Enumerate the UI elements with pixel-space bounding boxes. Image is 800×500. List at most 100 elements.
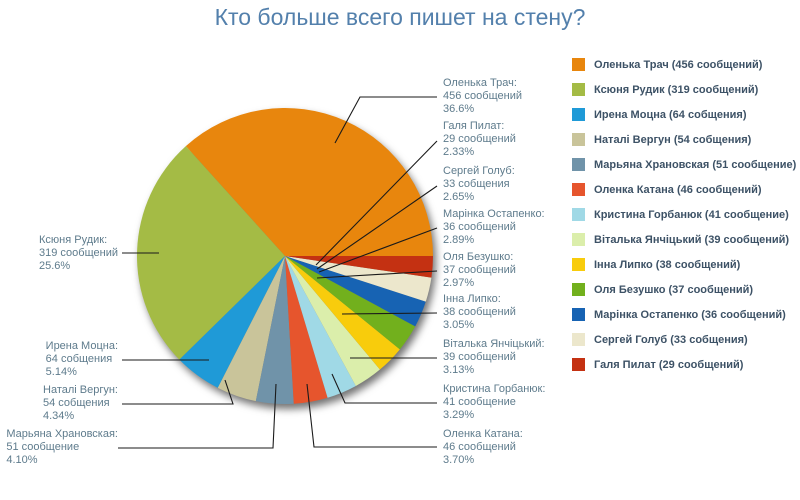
- callout-count: 51 сообщение: [6, 441, 80, 453]
- callout-label: Віталька Янчіцький: 39 сообщений 3.13%: [443, 338, 545, 377]
- leader-line: [122, 379, 234, 405]
- callout-name: Ксюня Рудик:: [39, 234, 108, 246]
- callout-label: Оленька Трач: 456 сообщений 36.6%: [443, 77, 522, 116]
- legend-item: Галя Пилат (29 сообщений): [572, 352, 798, 377]
- callout-count: 64 собщения: [45, 353, 113, 365]
- legend-swatch: [572, 283, 585, 296]
- callout-count: 37 сообщений: [443, 264, 516, 276]
- pie-slice[interactable]: [285, 256, 380, 386]
- legend-swatch: [572, 333, 585, 346]
- pie-slice[interactable]: [217, 256, 285, 402]
- leader-line: [316, 185, 438, 270]
- leader-lines: [118, 96, 438, 449]
- legend-swatch: [572, 133, 585, 146]
- pie-slice[interactable]: [285, 256, 356, 398]
- legend-label: Віталька Янчіцький (39 сообщений): [594, 233, 790, 246]
- legend-label: Ксюня Рудик (319 сообщений): [594, 83, 759, 96]
- legend-label: Оленька Трач (456 сообщений): [594, 58, 763, 71]
- legend-item: Інна Липко (38 сообщений): [572, 252, 798, 277]
- callout-count: 54 собщения: [43, 397, 110, 409]
- callout-label: Інна Липко: 38 сообщений 3.05%: [443, 293, 516, 332]
- callout-percent: 2.89%: [443, 234, 475, 246]
- legend-item: Марінка Остапенко (36 сообщений): [572, 302, 798, 327]
- legend-item: Сергей Голуб (33 собщения): [572, 327, 798, 352]
- pie-slice[interactable]: [285, 256, 416, 350]
- legend-item: Оленька Трач (456 сообщений): [572, 52, 798, 77]
- leader-line: [331, 373, 437, 404]
- legend-label: Кристина Горбанюк (41 сообщение): [594, 208, 789, 221]
- callout-percent: 4.34%: [43, 410, 75, 422]
- callout-percent: 2.65%: [443, 191, 475, 203]
- callout-count: 33 собщения: [443, 178, 510, 190]
- callout-label: Оля Безушко: 37 сообщений 2.97%: [443, 251, 516, 290]
- callout-percent: 4.10%: [6, 454, 38, 466]
- pie-slice[interactable]: [136, 146, 285, 360]
- callout-label: Оленка Катана: 46 сообщений 3.70%: [443, 428, 523, 467]
- callout-count: 456 сообщений: [443, 90, 522, 102]
- callout-name: Оленка Катана:: [443, 428, 523, 440]
- leader-line: [341, 312, 438, 315]
- legend-swatch: [572, 83, 585, 96]
- callout-name: Сергей Голуб:: [443, 165, 515, 177]
- legend-swatch: [572, 358, 585, 371]
- callout-name: Інна Липко:: [443, 293, 501, 305]
- leader-line: [315, 140, 438, 266]
- callout-label: Марінка Остапенко: 36 сообщений 2.89%: [443, 208, 545, 247]
- legend-swatch: [572, 308, 585, 321]
- pie-slice[interactable]: [285, 256, 432, 302]
- callout-label: Марьяна Храновская: 51 сообщение 4.10%: [6, 428, 118, 467]
- callout-percent: 3.05%: [443, 319, 475, 331]
- callout-percent: 25.6%: [39, 260, 71, 272]
- legend-swatch: [572, 58, 585, 71]
- callout-label: Кристина Горбанюк: 41 сообщение 3.29%: [443, 383, 545, 422]
- legend-label: Інна Липко (38 сообщений): [594, 258, 741, 271]
- callout-percent: 5.14%: [45, 366, 77, 378]
- legend-label: Ирена Моцна (64 собщения): [594, 108, 747, 121]
- callout-count: 36 сообщений: [443, 221, 516, 233]
- callout-label: Сергей Голуб: 33 собщения 2.65%: [443, 165, 515, 204]
- callout-name: Оля Безушко:: [443, 251, 514, 263]
- legend-item: Ирена Моцна (64 собщения): [572, 102, 798, 127]
- legend-label: Галя Пилат (29 сообщений): [594, 358, 744, 371]
- pie-slice[interactable]: [185, 107, 433, 256]
- pie-slice[interactable]: [285, 256, 426, 327]
- callout-percent: 3.70%: [443, 454, 475, 466]
- leader-line: [334, 96, 437, 144]
- callout-label: Наталі Вергун: 54 собщения 4.34%: [43, 384, 118, 423]
- callout-label: Галя Пилат: 29 сообщений 2.33%: [443, 120, 516, 159]
- legend-swatch: [572, 233, 585, 246]
- legend-item: Оля Безушко (37 сообщений): [572, 277, 798, 302]
- legend-label: Наталі Вергун (54 собщения): [594, 133, 752, 146]
- callout-count: 39 сообщений: [443, 351, 516, 363]
- pie-slice[interactable]: [255, 256, 294, 405]
- legend-item: Кристина Горбанюк (41 сообщение): [572, 202, 798, 227]
- callout-name: Марінка Остапенко:: [443, 208, 545, 220]
- callout-count: 38 сообщений: [443, 306, 516, 318]
- callout-percent: 36.6%: [443, 103, 475, 115]
- callout-count: 46 сообщений: [443, 441, 516, 453]
- legend-label: Марінка Остапенко (36 сообщений): [594, 308, 786, 321]
- legend-swatch: [572, 158, 585, 171]
- chart-title: Кто больше всего пишет на стену?: [214, 4, 586, 30]
- callout-count: 41 сообщение: [443, 396, 516, 408]
- callout-name: Оленька Трач:: [443, 77, 517, 89]
- legend-item: Марьяна Храновская (51 сообщение): [572, 152, 798, 177]
- callout-name: Марьяна Храновская:: [6, 428, 118, 440]
- legend-label: Оля Безушко (37 сообщений): [594, 283, 754, 296]
- leader-line: [118, 383, 277, 449]
- callout-percent: 3.13%: [443, 364, 475, 376]
- pie-slice[interactable]: [285, 256, 433, 278]
- callout-name: Кристина Горбанюк:: [443, 383, 546, 395]
- pie-slice[interactable]: [179, 256, 285, 388]
- pie-slice[interactable]: [285, 256, 400, 370]
- legend-item: Наталі Вергун (54 собщения): [572, 127, 798, 152]
- pie-slice[interactable]: [285, 256, 328, 404]
- legend-swatch: [572, 208, 585, 221]
- callout-count: 29 сообщений: [443, 133, 516, 145]
- callout-count: 319 сообщений: [39, 247, 118, 259]
- callout-label: Ирена Моцна: 64 собщения 5.14%: [46, 340, 118, 379]
- legend-label: Сергей Голуб (33 собщения): [594, 333, 748, 346]
- legend-swatch: [572, 108, 585, 121]
